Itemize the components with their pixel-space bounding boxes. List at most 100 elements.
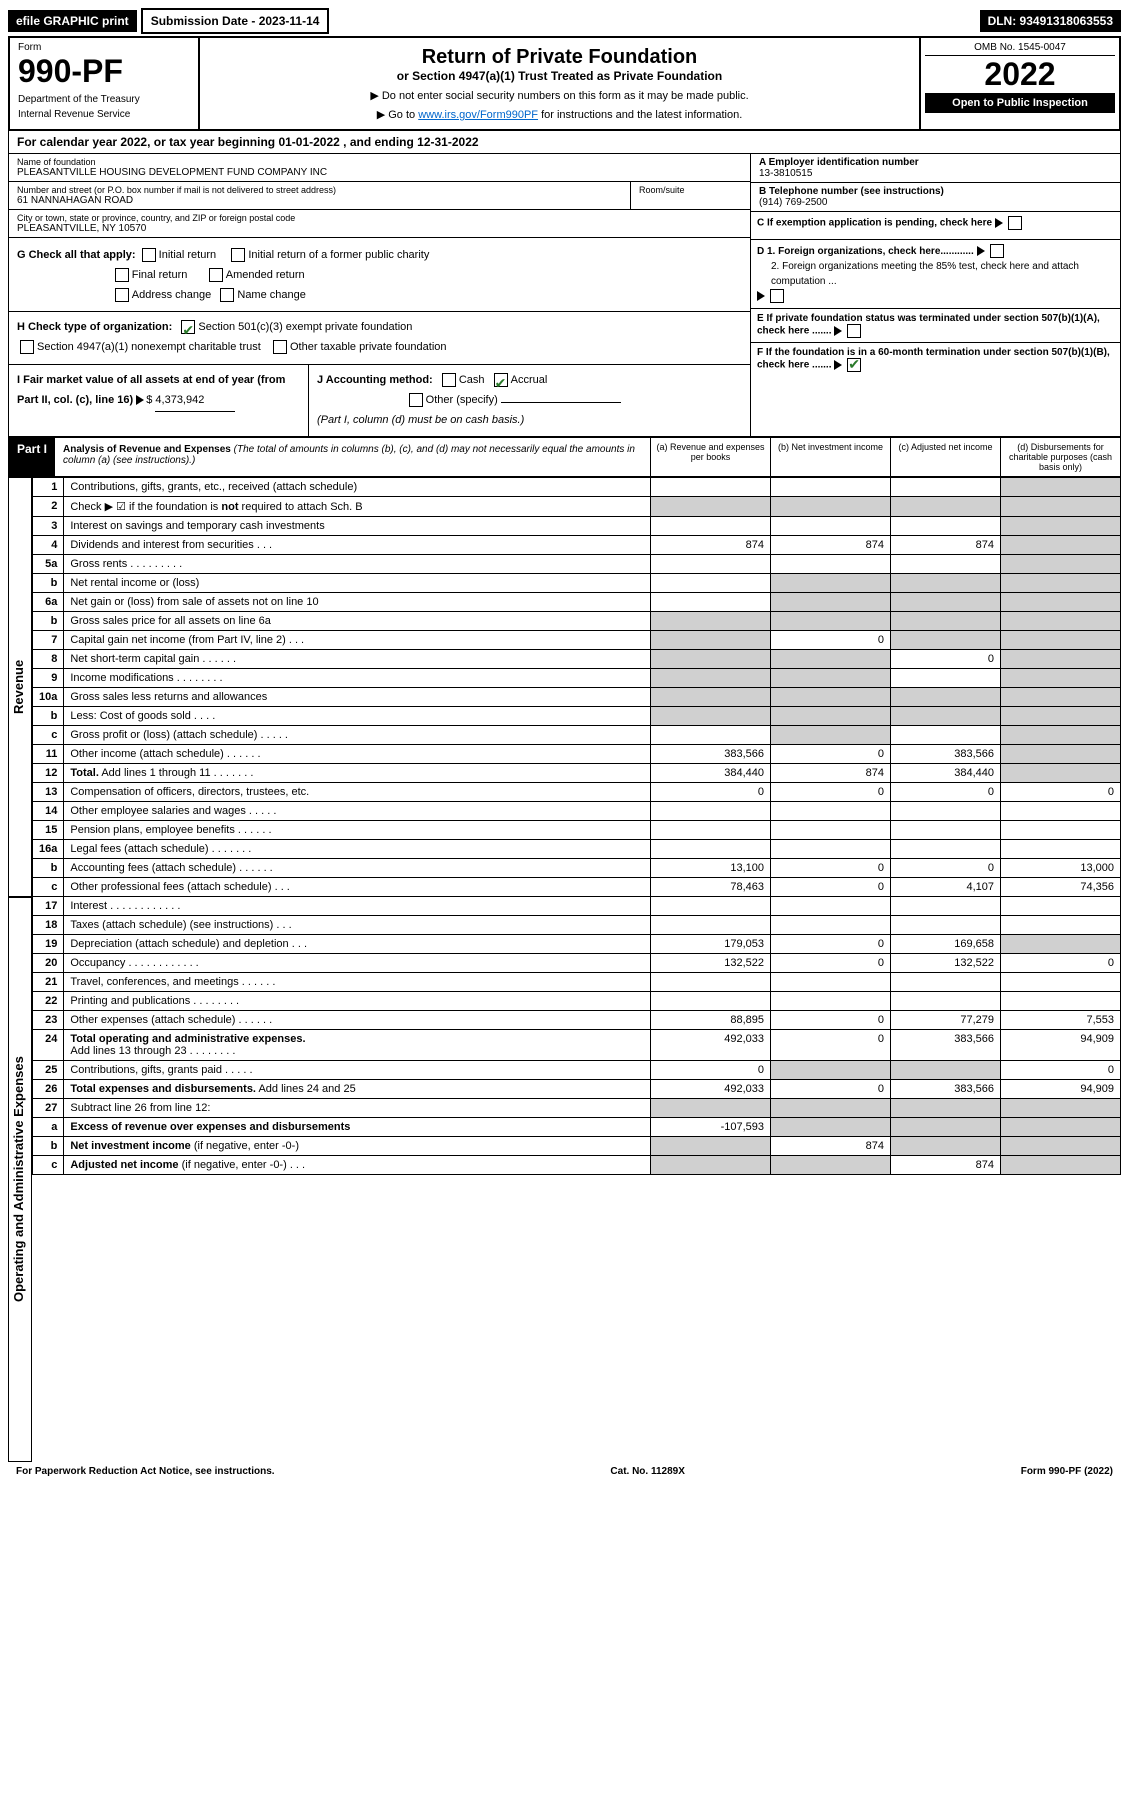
- row-num: 15: [33, 821, 64, 840]
- col-b-val: [771, 593, 891, 612]
- row-desc: Printing and publications . . . . . . . …: [64, 992, 651, 1011]
- h-other-checkbox[interactable]: [273, 340, 287, 354]
- col-a-val: [651, 650, 771, 669]
- col-b-val: 874: [771, 764, 891, 783]
- col-b-val: [771, 1156, 891, 1175]
- col-b-header: (b) Net investment income: [770, 438, 890, 476]
- calendar-year: For calendar year 2022, or tax year begi…: [8, 131, 1121, 154]
- i-label: I Fair market value of all assets at end…: [17, 374, 285, 406]
- table-row: 26 Total expenses and disbursements. Add…: [33, 1080, 1121, 1099]
- f-checkbox[interactable]: [847, 358, 861, 372]
- row-num: 1: [33, 478, 64, 497]
- col-b-val: 0: [771, 878, 891, 897]
- j-accrual-checkbox[interactable]: [494, 373, 508, 387]
- row-desc: Other professional fees (attach schedule…: [64, 878, 651, 897]
- row-num: 6a: [33, 593, 64, 612]
- h-4947-checkbox[interactable]: [20, 340, 34, 354]
- col-b-val: [771, 897, 891, 916]
- col-c-val: [891, 821, 1001, 840]
- col-b-val: [771, 669, 891, 688]
- row-num: 27: [33, 1099, 64, 1118]
- col-d-val: [1001, 574, 1121, 593]
- j-label: J Accounting method:: [317, 374, 433, 386]
- col-d-val: [1001, 973, 1121, 992]
- g-name-checkbox[interactable]: [220, 288, 234, 302]
- table-row: 16a Legal fees (attach schedule) . . . .…: [33, 840, 1121, 859]
- table-row: b Gross sales price for all assets on li…: [33, 612, 1121, 631]
- j-cash-checkbox[interactable]: [442, 373, 456, 387]
- omb: OMB No. 1545-0047: [925, 42, 1115, 56]
- row-num: 3: [33, 517, 64, 536]
- form-label: Form: [18, 42, 190, 53]
- topbar: efile GRAPHIC print Submission Date - 20…: [8, 8, 1121, 34]
- col-b-val: 0: [771, 1030, 891, 1061]
- col-a-val: [651, 688, 771, 707]
- col-d-val: [1001, 840, 1121, 859]
- col-d-val: [1001, 650, 1121, 669]
- h-4947: Section 4947(a)(1) nonexempt charitable …: [37, 341, 261, 353]
- c-checkbox[interactable]: [1008, 216, 1022, 230]
- g-address-checkbox[interactable]: [115, 288, 129, 302]
- g-former-checkbox[interactable]: [231, 248, 245, 262]
- form-link[interactable]: www.irs.gov/Form990PF: [418, 109, 538, 121]
- table-row: b Net investment income (if negative, en…: [33, 1137, 1121, 1156]
- table-row: 19 Depreciation (attach schedule) and de…: [33, 935, 1121, 954]
- row-desc: Income modifications . . . . . . . .: [64, 669, 651, 688]
- footer-left: For Paperwork Reduction Act Notice, see …: [16, 1466, 275, 1477]
- col-a-val: 0: [651, 783, 771, 802]
- col-c-val: 383,566: [891, 1030, 1001, 1061]
- row-num: 8: [33, 650, 64, 669]
- col-d-val: [1001, 707, 1121, 726]
- col-c-val: 874: [891, 536, 1001, 555]
- col-a-val: [651, 631, 771, 650]
- side-revenue: Revenue: [8, 477, 32, 897]
- col-c-val: 874: [891, 1156, 1001, 1175]
- d1-checkbox[interactable]: [990, 244, 1004, 258]
- g-initial-checkbox[interactable]: [142, 248, 156, 262]
- col-b-val: 0: [771, 859, 891, 878]
- col-c-val: [891, 726, 1001, 745]
- j-other-line: [501, 402, 621, 403]
- phone: (914) 769-2500: [759, 197, 1112, 208]
- d2-checkbox[interactable]: [770, 289, 784, 303]
- col-d-val: [1001, 1118, 1121, 1137]
- row-desc: Gross profit or (loss) (attach schedule)…: [64, 726, 651, 745]
- col-d-val: [1001, 517, 1121, 536]
- note1: ▶ Do not enter social security numbers o…: [208, 89, 911, 102]
- row-desc: Gross sales less returns and allowances: [64, 688, 651, 707]
- row-desc: Other expenses (attach schedule) . . . .…: [64, 1011, 651, 1030]
- row-desc: Less: Cost of goods sold . . . .: [64, 707, 651, 726]
- col-a-header: (a) Revenue and expenses per books: [650, 438, 770, 476]
- col-c-val: [891, 1137, 1001, 1156]
- row-desc: Other employee salaries and wages . . . …: [64, 802, 651, 821]
- col-d-val: 7,553: [1001, 1011, 1121, 1030]
- col-a-val: [651, 840, 771, 859]
- col-b-val: [771, 992, 891, 1011]
- col-b-val: 0: [771, 935, 891, 954]
- j-other: Other (specify): [426, 394, 498, 406]
- g-final-checkbox[interactable]: [115, 268, 129, 282]
- col-c-val: 384,440: [891, 764, 1001, 783]
- row-num: 2: [33, 497, 64, 517]
- col-c-val: [891, 478, 1001, 497]
- row-desc: Other income (attach schedule) . . . . .…: [64, 745, 651, 764]
- row-desc: Pension plans, employee benefits . . . .…: [64, 821, 651, 840]
- col-b-val: [771, 821, 891, 840]
- g-amended-checkbox[interactable]: [209, 268, 223, 282]
- table-row: 4 Dividends and interest from securities…: [33, 536, 1121, 555]
- e-checkbox[interactable]: [847, 324, 861, 338]
- table-row: 23 Other expenses (attach schedule) . . …: [33, 1011, 1121, 1030]
- row-desc: Capital gain net income (from Part IV, l…: [64, 631, 651, 650]
- table-row: 8 Net short-term capital gain . . . . . …: [33, 650, 1121, 669]
- name-label: Name of foundation: [17, 157, 742, 167]
- col-d-val: 0: [1001, 1061, 1121, 1080]
- col-b-val: [771, 478, 891, 497]
- row-num: 18: [33, 916, 64, 935]
- col-b-val: [771, 840, 891, 859]
- col-d-val: [1001, 802, 1121, 821]
- g-former: Initial return of a former public charit…: [248, 249, 429, 261]
- ein: 13-3810515: [759, 168, 1112, 179]
- j-other-checkbox[interactable]: [409, 393, 423, 407]
- h-501c3-checkbox[interactable]: [181, 320, 195, 334]
- col-a-val: [651, 1137, 771, 1156]
